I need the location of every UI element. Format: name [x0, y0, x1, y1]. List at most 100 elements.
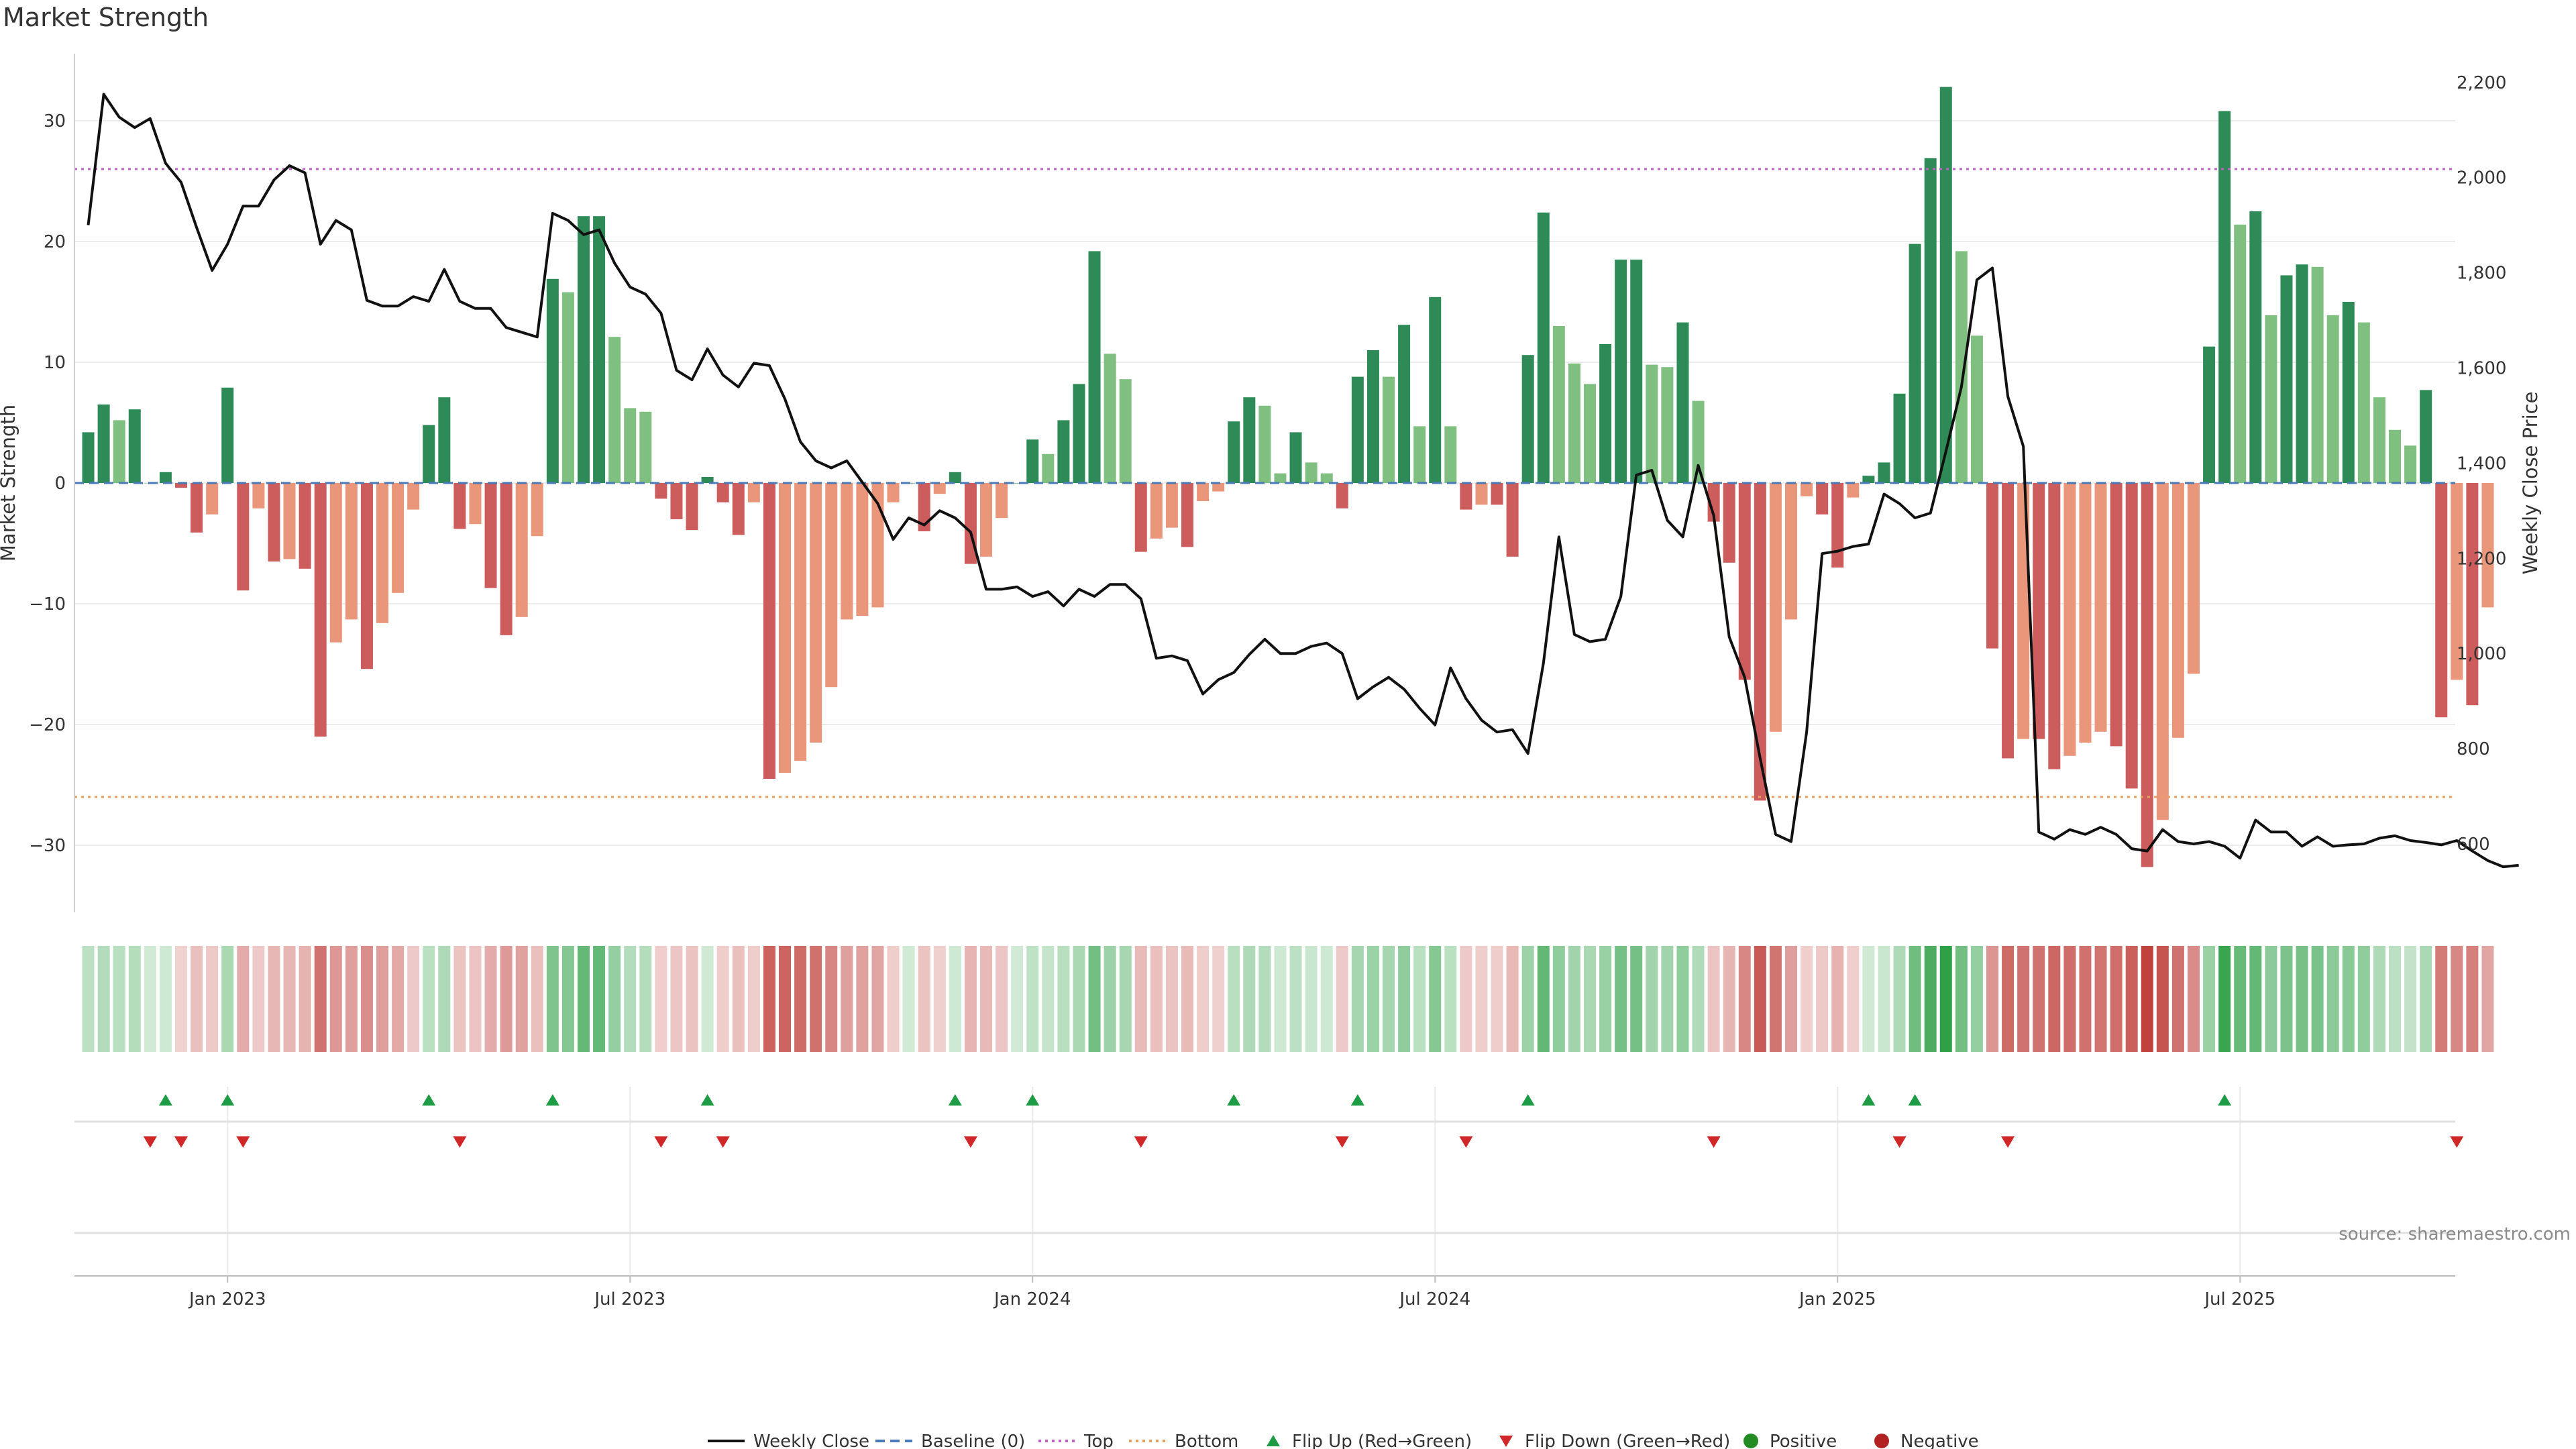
- heat-cell: [2249, 946, 2262, 1052]
- heat-cell: [1305, 946, 1318, 1052]
- strength-bar: [299, 483, 311, 569]
- strength-bar: [484, 483, 497, 588]
- strength-bar: [97, 405, 110, 483]
- strength-bar: [1584, 384, 1596, 483]
- strength-bar: [1801, 483, 1813, 496]
- heat-cell: [2280, 946, 2293, 1052]
- strength-bar: [1831, 483, 1844, 568]
- heat-cell: [655, 946, 667, 1052]
- strength-bar: [82, 432, 95, 483]
- flip-down-marker: [1459, 1136, 1473, 1148]
- flip-up-marker: [221, 1094, 235, 1106]
- heat-cell: [1057, 946, 1070, 1052]
- heat-cell: [1738, 946, 1751, 1052]
- source-note: source: sharemaestro.com: [2339, 1224, 2571, 1244]
- strength-bar: [1893, 393, 1906, 483]
- strength-bar: [2435, 483, 2448, 718]
- flip-down-marker: [2001, 1136, 2015, 1148]
- strength-bar: [1521, 355, 1534, 483]
- strength-bar: [438, 397, 451, 483]
- strength-bar: [515, 483, 528, 617]
- strength-bar: [128, 409, 141, 483]
- y-tick-right: 1,000: [2457, 644, 2506, 664]
- heat-cell: [515, 946, 528, 1052]
- heat-cell: [345, 946, 358, 1052]
- strength-bar: [1816, 483, 1829, 515]
- strength-bar: [345, 483, 358, 620]
- strength-bar: [856, 483, 869, 616]
- flip-up-marker: [1521, 1094, 1535, 1106]
- heat-cell: [996, 946, 1008, 1052]
- y-tick-left: 0: [54, 474, 66, 494]
- strength-bar: [670, 483, 683, 519]
- flip-down-marker: [236, 1136, 250, 1148]
- strength-bar: [1212, 483, 1225, 492]
- strength-bar: [1429, 297, 1442, 483]
- strength-bar: [1692, 400, 1705, 483]
- strength-bar: [2218, 111, 2231, 484]
- strength-bar: [779, 483, 791, 773]
- strength-bar: [1723, 483, 1735, 563]
- flip-up-marker: [1862, 1094, 1876, 1106]
- heat-cell: [1939, 946, 1952, 1052]
- heat-cell: [825, 946, 838, 1052]
- strength-bar: [2326, 315, 2339, 483]
- heat-cell: [1862, 946, 1875, 1052]
- heat-cell: [128, 946, 141, 1052]
- heat-cell: [1150, 946, 1163, 1052]
- strength-bar: [1506, 483, 1519, 557]
- heat-cell: [283, 946, 296, 1052]
- strength-bar: [2280, 275, 2293, 483]
- heat-cell: [1707, 946, 1720, 1052]
- heat-cell: [1383, 946, 1395, 1052]
- heat-cell: [701, 946, 714, 1052]
- strength-bar: [1491, 483, 1503, 505]
- heat-cell: [1831, 946, 1844, 1052]
- heat-cell: [1119, 946, 1132, 1052]
- heat-cell: [191, 946, 203, 1052]
- strength-bar: [1986, 483, 1998, 649]
- strength-bar: [1119, 379, 1132, 483]
- flip-up-marker: [700, 1094, 714, 1106]
- weekly-close-line: [87, 93, 2519, 869]
- heat-cell: [546, 946, 559, 1052]
- heat-cell: [469, 946, 482, 1052]
- strength-bar: [949, 472, 961, 483]
- legend-swatch: [1499, 1436, 1513, 1447]
- heat-cell: [1228, 946, 1240, 1052]
- strength-bar: [2420, 390, 2432, 483]
- strength-bar: [159, 472, 172, 483]
- heat-cell: [1212, 946, 1225, 1052]
- heat-cell: [2079, 946, 2092, 1052]
- heat-cell: [933, 946, 946, 1052]
- heat-cell: [2203, 946, 2216, 1052]
- strength-bar: [996, 483, 1008, 519]
- heat-cell: [360, 946, 373, 1052]
- heat-cell: [2466, 946, 2479, 1052]
- strength-bar: [1615, 260, 1627, 483]
- flip-up-marker: [1350, 1094, 1364, 1106]
- strength-bar: [2188, 483, 2200, 674]
- strength-bar: [2357, 322, 2370, 483]
- strength-bar: [1181, 483, 1193, 547]
- strength-bar: [1676, 322, 1689, 483]
- strength-bar: [1568, 363, 1580, 483]
- heat-cell: [2048, 946, 2061, 1052]
- strength-bar: [237, 483, 250, 591]
- price-series: [87, 93, 2519, 869]
- legend-label: Bottom: [1175, 1432, 1238, 1449]
- heat-cell: [716, 946, 729, 1052]
- legend-swatch: [1743, 1434, 1758, 1448]
- heat-cell: [2156, 946, 2169, 1052]
- heat-cell: [639, 946, 652, 1052]
- axes: 30 20 10 0 −10 −20 −30 2,200 2,000 1,800 1,600 1,40…: [29, 54, 2506, 912]
- heat-cell: [2171, 946, 2184, 1052]
- heat-cell: [578, 946, 590, 1052]
- flip-up-marker: [948, 1094, 962, 1106]
- heat-cell: [1568, 946, 1580, 1052]
- heat-cell: [1181, 946, 1193, 1052]
- flip-up-marker: [2218, 1094, 2232, 1106]
- heat-cell: [1986, 946, 1998, 1052]
- flip-down-marker: [716, 1136, 730, 1148]
- heat-cell: [670, 946, 683, 1052]
